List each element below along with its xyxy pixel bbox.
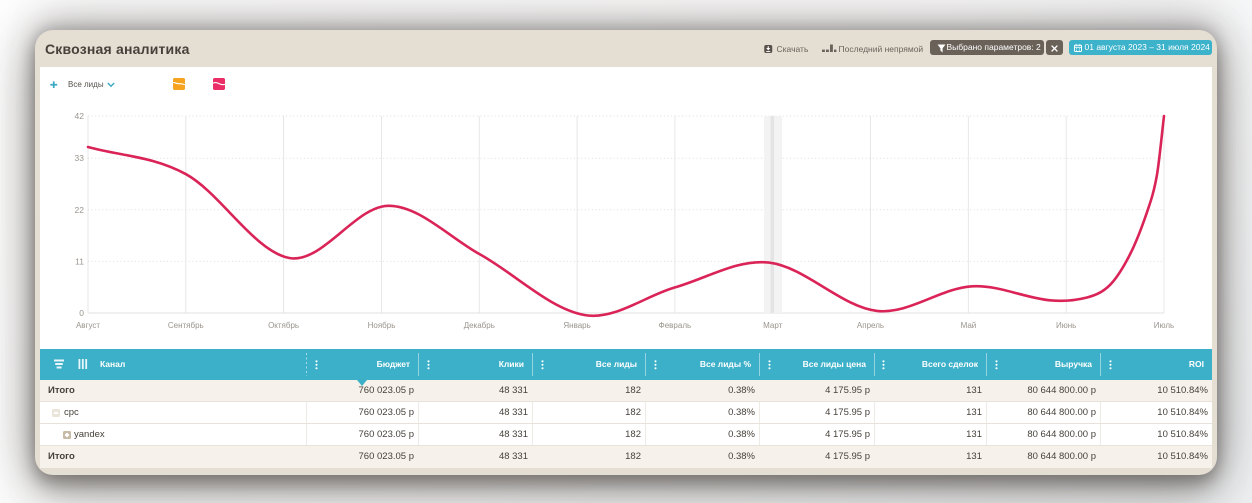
svg-text:22: 22 bbox=[75, 205, 85, 215]
svg-text:Апрель: Апрель bbox=[857, 321, 884, 330]
svg-text:Январь: Январь bbox=[563, 321, 590, 330]
svg-text:Июнь: Июнь bbox=[1056, 321, 1076, 330]
svg-text:Декабрь: Декабрь bbox=[464, 321, 495, 330]
svg-text:Сентябрь: Сентябрь bbox=[168, 321, 204, 330]
svg-text:11: 11 bbox=[75, 256, 84, 266]
svg-text:33: 33 bbox=[75, 153, 85, 163]
svg-text:0: 0 bbox=[79, 308, 84, 318]
svg-text:42: 42 bbox=[75, 111, 85, 121]
svg-text:Октябрь: Октябрь bbox=[268, 321, 299, 330]
svg-text:Май: Май bbox=[961, 321, 977, 330]
svg-text:Февраль: Февраль bbox=[659, 321, 692, 330]
svg-text:Март: Март bbox=[763, 321, 782, 330]
svg-text:Август: Август bbox=[76, 321, 100, 330]
svg-text:Июль: Июль bbox=[1154, 321, 1174, 330]
svg-text:Ноябрь: Ноябрь bbox=[368, 321, 396, 330]
